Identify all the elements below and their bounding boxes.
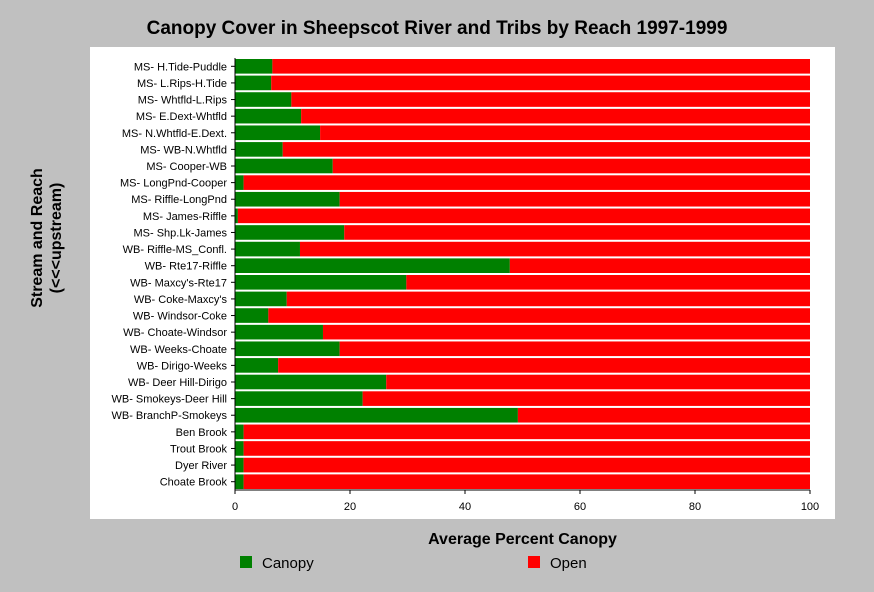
- bar-open-22: [243, 424, 810, 440]
- y-tick-label-7: MS- LongPnd-Cooper: [120, 178, 227, 190]
- y-tick-label-2: MS- Whtfld-L.Rips: [138, 95, 228, 107]
- bar-canopy-9: [235, 208, 238, 224]
- y-tick-label-25: Choate Brook: [160, 477, 228, 489]
- x-tick-label-5: 100: [801, 501, 819, 513]
- bar-open-18: [278, 358, 810, 373]
- bar-open-23: [243, 441, 810, 456]
- y-tick-label-1: MS- L.Rips-H.Tide: [137, 78, 227, 90]
- bar-open-0: [272, 59, 810, 74]
- bar-canopy-12: [235, 258, 510, 273]
- bar-canopy-22: [235, 424, 244, 440]
- bar-canopy-1: [235, 75, 272, 91]
- y-tick-label-17: WB- Weeks-Choate: [130, 344, 227, 356]
- bar-open-2: [291, 92, 811, 107]
- y-tick-label-19: WB- Deer Hill-Dirigo: [128, 377, 227, 389]
- bar-canopy-2: [235, 92, 292, 107]
- y-tick-label-12: WB- Rte17-Riffle: [145, 261, 227, 273]
- bar-open-14: [286, 291, 810, 307]
- y-tick-label-11: WB- Riffle-MS_Confl.: [123, 244, 227, 256]
- bar-open-6: [332, 158, 810, 174]
- y-tick-label-5: MS- WB-N.Whtfld: [140, 144, 227, 156]
- bar-open-7: [243, 175, 810, 190]
- bar-open-5: [282, 142, 811, 157]
- bar-open-8: [339, 191, 810, 207]
- bar-open-20: [362, 391, 810, 406]
- bar-open-15: [268, 308, 811, 323]
- bar-canopy-25: [235, 474, 244, 489]
- legend-label-open: Open: [550, 555, 587, 572]
- bar-open-9: [237, 208, 810, 224]
- x-tick-label-2: 40: [459, 501, 471, 513]
- y-tick-label-14: WB- Coke-Maxcy's: [134, 294, 228, 306]
- bar-open-3: [301, 108, 810, 124]
- bar-canopy-0: [235, 59, 273, 74]
- legend-swatch-canopy: [240, 556, 252, 568]
- y-tick-label-10: MS- Shp.Lk-James: [133, 227, 227, 239]
- x-tick-label-4: 80: [689, 501, 701, 513]
- bar-open-17: [339, 341, 810, 357]
- bar-canopy-20: [235, 391, 363, 406]
- bar-canopy-10: [235, 225, 345, 240]
- x-tick-label-1: 20: [344, 501, 356, 513]
- bar-canopy-13: [235, 275, 407, 290]
- bar-open-21: [517, 407, 810, 423]
- bar-canopy-7: [235, 175, 244, 190]
- bar-open-19: [386, 374, 810, 390]
- y-tick-label-21: WB- BranchP-Smokeys: [111, 410, 227, 422]
- bar-open-16: [322, 324, 810, 340]
- bar-canopy-15: [235, 308, 269, 323]
- y-tick-label-22: Ben Brook: [176, 427, 228, 439]
- y-tick-label-0: MS- H.Tide-Puddle: [134, 61, 227, 73]
- y-tick-label-24: Dyer River: [175, 460, 227, 472]
- bar-canopy-16: [235, 324, 323, 340]
- y-tick-label-16: WB- Choate-Windsor: [123, 327, 227, 339]
- bar-open-11: [299, 241, 810, 257]
- bar-open-13: [406, 275, 810, 290]
- x-tick-label-3: 60: [574, 501, 586, 513]
- y-tick-label-6: MS- Cooper-WB: [146, 161, 227, 173]
- bar-open-12: [509, 258, 810, 273]
- bar-canopy-3: [235, 108, 302, 124]
- y-tick-label-18: WB- Dirigo-Weeks: [137, 360, 228, 372]
- bar-open-4: [320, 125, 810, 141]
- x-axis-label: Average Percent Canopy: [428, 531, 617, 548]
- x-tick-label-0: 0: [232, 501, 238, 513]
- chart-title: Canopy Cover in Sheepscot River and Trib…: [146, 18, 728, 39]
- y-tick-label-20: WB- Smokeys-Deer Hill: [111, 394, 227, 406]
- bar-canopy-23: [235, 441, 244, 456]
- bar-canopy-17: [235, 341, 340, 357]
- legend-swatch-open: [528, 556, 540, 568]
- bar-canopy-4: [235, 125, 321, 141]
- bar-open-24: [243, 457, 810, 473]
- y-tick-label-8: MS- Riffle-LongPnd: [131, 194, 227, 206]
- bar-canopy-5: [235, 142, 283, 157]
- bar-canopy-14: [235, 291, 287, 307]
- bar-canopy-19: [235, 374, 387, 390]
- bar-canopy-11: [235, 241, 300, 257]
- bar-canopy-6: [235, 158, 333, 174]
- bar-canopy-21: [235, 407, 518, 423]
- bar-open-1: [271, 75, 811, 91]
- bar-canopy-24: [235, 457, 244, 473]
- legend-label-canopy: Canopy: [262, 555, 314, 572]
- y-tick-label-23: Trout Brook: [170, 443, 228, 455]
- y-tick-label-15: WB- Windsor-Coke: [133, 311, 227, 323]
- bar-open-25: [243, 474, 810, 489]
- bar-canopy-18: [235, 358, 279, 373]
- bar-open-10: [344, 225, 810, 240]
- y-tick-label-3: MS- E.Dext-Whtfld: [136, 111, 227, 123]
- y-tick-label-4: MS- N.Whtfld-E.Dext.: [122, 128, 227, 140]
- bar-canopy-8: [235, 191, 340, 207]
- y-tick-label-13: WB- Maxcy's-Rte17: [130, 277, 227, 289]
- y-tick-label-9: MS- James-Riffle: [143, 211, 227, 223]
